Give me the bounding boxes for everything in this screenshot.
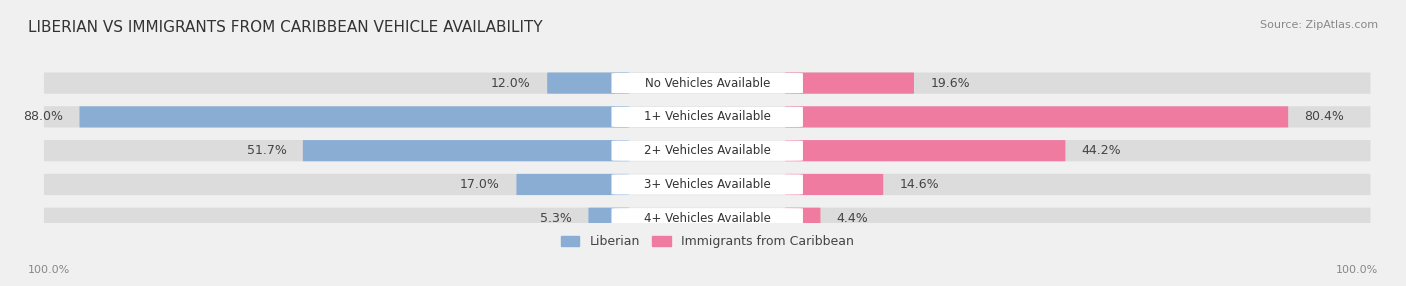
- FancyBboxPatch shape: [785, 208, 821, 229]
- Legend: Liberian, Immigrants from Caribbean: Liberian, Immigrants from Caribbean: [561, 235, 853, 248]
- Text: 100.0%: 100.0%: [1336, 265, 1378, 275]
- Text: 19.6%: 19.6%: [931, 77, 970, 90]
- FancyBboxPatch shape: [302, 140, 630, 161]
- Text: 5.3%: 5.3%: [540, 212, 572, 225]
- FancyBboxPatch shape: [516, 174, 630, 195]
- Text: 3+ Vehicles Available: 3+ Vehicles Available: [644, 178, 770, 191]
- FancyBboxPatch shape: [44, 140, 1371, 161]
- Text: 2+ Vehicles Available: 2+ Vehicles Available: [644, 144, 770, 157]
- FancyBboxPatch shape: [44, 208, 1371, 229]
- Text: 12.0%: 12.0%: [491, 77, 531, 90]
- Text: 17.0%: 17.0%: [460, 178, 501, 191]
- FancyBboxPatch shape: [612, 140, 803, 161]
- FancyBboxPatch shape: [44, 106, 1371, 128]
- FancyBboxPatch shape: [547, 73, 630, 94]
- Text: Source: ZipAtlas.com: Source: ZipAtlas.com: [1260, 20, 1378, 30]
- Text: 100.0%: 100.0%: [28, 265, 70, 275]
- FancyBboxPatch shape: [44, 174, 1371, 195]
- FancyBboxPatch shape: [80, 106, 630, 128]
- Text: 80.4%: 80.4%: [1305, 110, 1344, 123]
- FancyBboxPatch shape: [785, 73, 914, 94]
- FancyBboxPatch shape: [785, 140, 1066, 161]
- Text: 88.0%: 88.0%: [22, 110, 63, 123]
- FancyBboxPatch shape: [612, 208, 803, 229]
- FancyBboxPatch shape: [785, 174, 883, 195]
- FancyBboxPatch shape: [612, 107, 803, 127]
- Text: No Vehicles Available: No Vehicles Available: [644, 77, 770, 90]
- FancyBboxPatch shape: [44, 72, 1371, 94]
- FancyBboxPatch shape: [785, 106, 1288, 128]
- Text: 4+ Vehicles Available: 4+ Vehicles Available: [644, 212, 770, 225]
- Text: 14.6%: 14.6%: [900, 178, 939, 191]
- Text: LIBERIAN VS IMMIGRANTS FROM CARIBBEAN VEHICLE AVAILABILITY: LIBERIAN VS IMMIGRANTS FROM CARIBBEAN VE…: [28, 20, 543, 35]
- FancyBboxPatch shape: [612, 73, 803, 93]
- Text: 4.4%: 4.4%: [837, 212, 869, 225]
- FancyBboxPatch shape: [589, 208, 630, 229]
- FancyBboxPatch shape: [612, 174, 803, 194]
- Text: 44.2%: 44.2%: [1081, 144, 1122, 157]
- Text: 1+ Vehicles Available: 1+ Vehicles Available: [644, 110, 770, 123]
- Text: 51.7%: 51.7%: [246, 144, 287, 157]
